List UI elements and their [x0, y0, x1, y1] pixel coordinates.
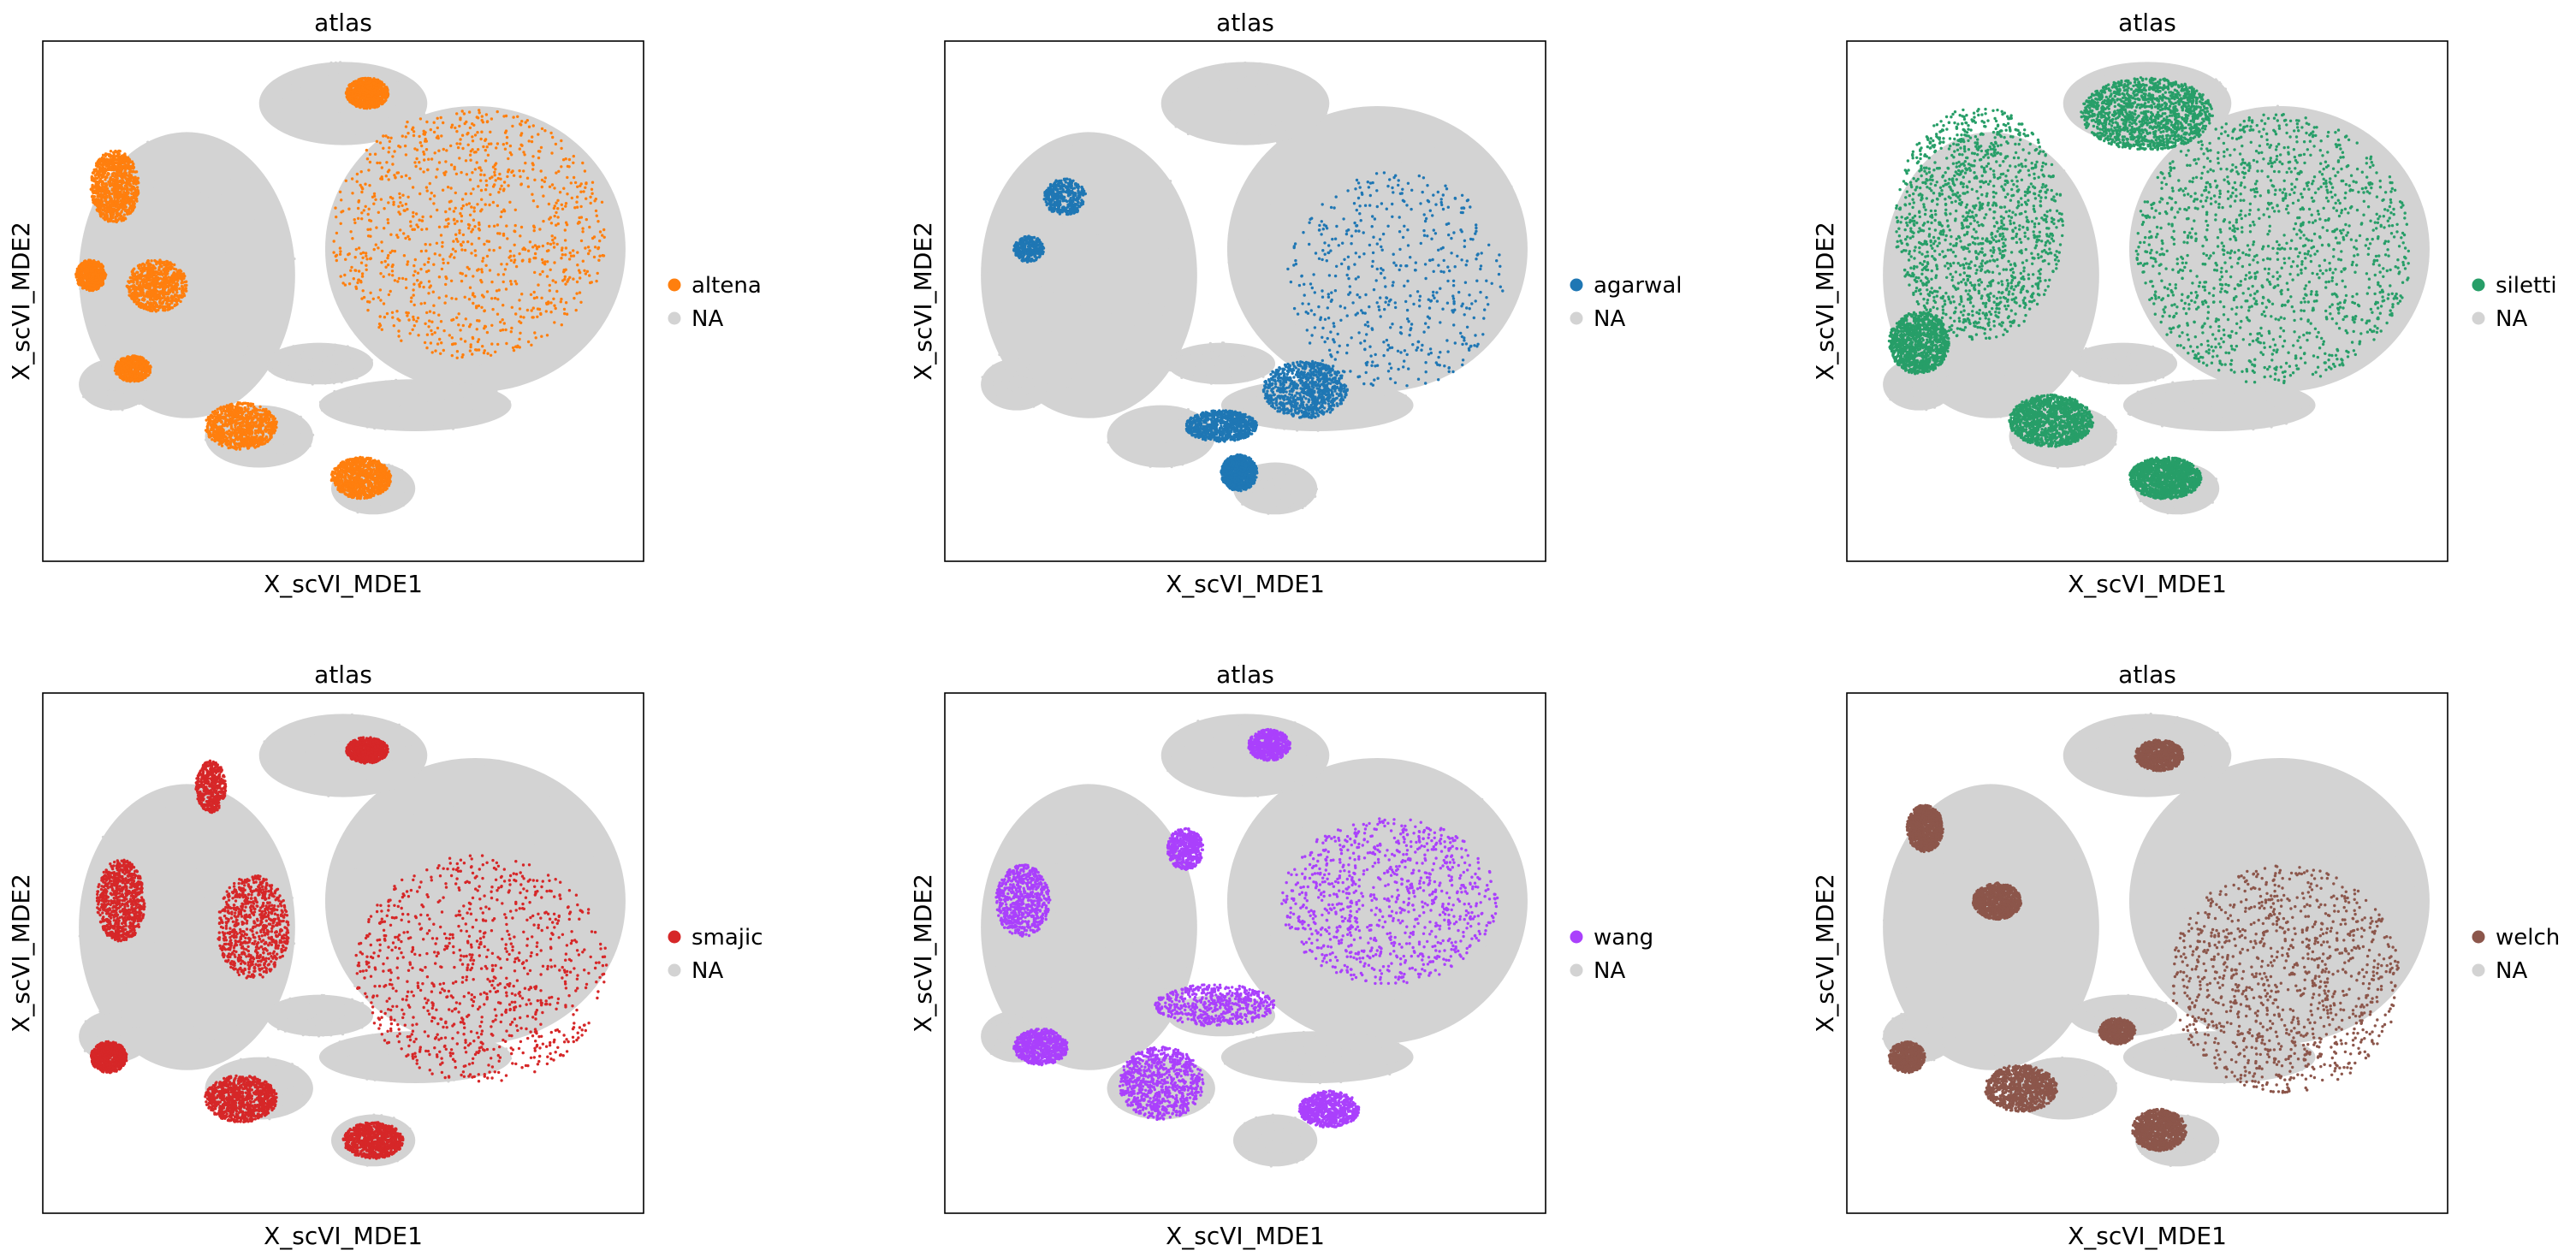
- axes-frame: [944, 40, 1546, 562]
- legend-label: NA: [1594, 958, 1625, 984]
- x-axis-label: X_scVI_MDE1: [1166, 1222, 1325, 1250]
- chart-title: atlas: [314, 9, 372, 37]
- legend-label: siletti: [2496, 273, 2557, 299]
- na-points: [78, 713, 626, 1167]
- y-axis-label: X_scVI_MDE2: [909, 222, 937, 381]
- legend-marker: [1570, 311, 1583, 325]
- plot-area: [42, 692, 644, 1214]
- axes-frame: [42, 692, 644, 1214]
- na-points: [1882, 712, 2430, 1167]
- legend-label: welch: [2496, 925, 2560, 951]
- legend-marker: [2472, 278, 2485, 292]
- legend-marker: [2472, 930, 2485, 944]
- axes-frame: [42, 40, 644, 562]
- legend-label: smajic: [691, 925, 763, 951]
- legend: agarwal NA: [1570, 273, 1682, 332]
- chart-title: atlas: [2118, 661, 2176, 689]
- na-region: [324, 758, 626, 1045]
- legend-marker: [1570, 930, 1583, 944]
- highlight-points-altena: [74, 76, 606, 501]
- na-points: [981, 61, 1528, 515]
- scatter-panel-4: atlas X_scVI_MDE1 X_scVI_MDE2 smajic NA: [7, 661, 763, 1250]
- chart-title: atlas: [1216, 9, 1274, 37]
- x-axis-label: X_scVI_MDE1: [264, 1222, 423, 1250]
- legend-marker: [668, 963, 681, 977]
- legend: welch NA: [2472, 925, 2560, 984]
- na-region: [2122, 1031, 2316, 1083]
- scatter-panel-3: atlas X_scVI_MDE1 X_scVI_MDE2 siletti NA: [1811, 9, 2557, 598]
- x-axis-label: X_scVI_MDE1: [2068, 1222, 2227, 1250]
- na-points: [981, 714, 1528, 1168]
- legend-label: altena: [691, 273, 762, 299]
- y-axis-label: X_scVI_MDE2: [7, 222, 35, 381]
- legend-marker: [2472, 963, 2485, 977]
- highlight-points-welch: [1887, 738, 2400, 1152]
- plot-area: [944, 692, 1546, 1214]
- legend-marker: [1570, 278, 1583, 292]
- highlight-points-smajic: [90, 736, 608, 1160]
- legend-label: NA: [691, 306, 723, 332]
- legend-marker: [1570, 963, 1583, 977]
- plot-area: [1846, 692, 2448, 1214]
- na-region: [2122, 379, 2316, 431]
- legend-label: NA: [2496, 958, 2527, 984]
- scatter-panel-1: atlas X_scVI_MDE1 X_scVI_MDE2 altena NA: [7, 9, 762, 598]
- axes-frame: [1846, 692, 2448, 1214]
- na-region: [258, 714, 428, 797]
- chart-title: atlas: [1216, 661, 1274, 689]
- na-region: [79, 784, 295, 1070]
- legend: wang NA: [1570, 925, 1653, 984]
- scatter-panel-6: atlas X_scVI_MDE1 X_scVI_MDE2 welch NA: [1811, 661, 2560, 1250]
- y-axis-label: X_scVI_MDE2: [7, 874, 35, 1033]
- highlight-points-wang: [994, 727, 1499, 1129]
- legend-label: wang: [1594, 925, 1653, 951]
- legend-label: NA: [691, 958, 723, 984]
- legend-label: agarwal: [1594, 273, 1682, 299]
- legend-marker: [2472, 311, 2485, 325]
- y-axis-label: X_scVI_MDE2: [1811, 874, 1839, 1033]
- chart-title: atlas: [314, 661, 372, 689]
- plot-area: [42, 40, 644, 562]
- na-region: [981, 132, 1197, 418]
- axes-frame: [944, 692, 1546, 1214]
- chart-title: atlas: [2118, 9, 2176, 37]
- highlight-points-siletti: [1887, 76, 2410, 501]
- highlight-points-agarwal: [1012, 171, 1505, 493]
- legend-marker: [668, 930, 681, 944]
- legend-label: NA: [1594, 306, 1625, 332]
- na-region: [1226, 106, 1528, 393]
- na-region: [1166, 342, 1276, 385]
- na-region: [981, 784, 1197, 1070]
- na-region: [258, 62, 428, 145]
- legend-marker: [668, 311, 681, 325]
- axes-frame: [1846, 40, 2448, 562]
- scatter-panel-2: atlas X_scVI_MDE1 X_scVI_MDE2 agarwal NA: [909, 9, 1682, 598]
- y-axis-label: X_scVI_MDE2: [909, 874, 937, 1033]
- na-region: [1160, 714, 1330, 797]
- legend: smajic NA: [668, 925, 763, 984]
- y-axis-label: X_scVI_MDE2: [1811, 222, 1839, 381]
- legend: altena NA: [668, 273, 762, 332]
- na-region: [1220, 1031, 1414, 1083]
- plot-area: [944, 40, 1546, 562]
- x-axis-label: X_scVI_MDE1: [2068, 570, 2227, 598]
- legend: siletti NA: [2472, 273, 2557, 332]
- legend-label: NA: [2496, 306, 2527, 332]
- legend-marker: [668, 278, 681, 292]
- na-region: [2069, 994, 2178, 1037]
- x-axis-label: X_scVI_MDE1: [1166, 570, 1325, 598]
- scatter-panel-5: atlas X_scVI_MDE1 X_scVI_MDE2 wang NA: [909, 661, 1653, 1250]
- plot-area: [1846, 40, 2448, 562]
- na-region: [1226, 758, 1528, 1045]
- x-axis-label: X_scVI_MDE1: [264, 570, 423, 598]
